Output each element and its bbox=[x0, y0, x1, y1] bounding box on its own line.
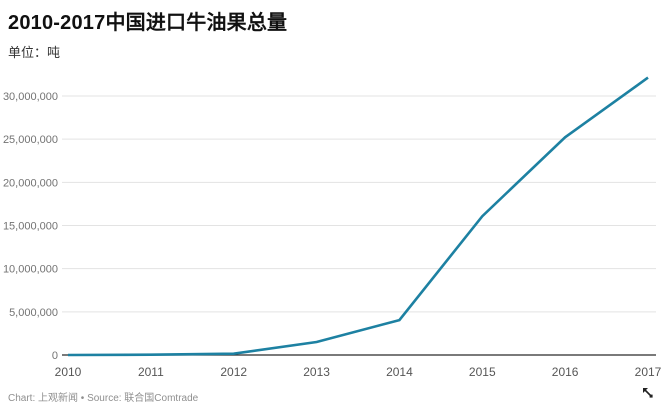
x-axis-tick-label: 2017 bbox=[635, 365, 662, 379]
chart-title: 2010-2017中国进口牛油果总量 bbox=[8, 12, 288, 34]
chart-subtitle: 单位：吨 bbox=[8, 45, 61, 60]
x-axis-tick-label: 2016 bbox=[552, 365, 579, 379]
y-axis-tick-label: 0 bbox=[52, 350, 58, 362]
y-axis-tick-label: 30,000,000 bbox=[3, 91, 58, 103]
x-axis-tick-label: 2015 bbox=[469, 365, 496, 379]
x-axis-tick-label: 2012 bbox=[220, 365, 247, 379]
resize-cursor-icon bbox=[643, 388, 653, 398]
series-line bbox=[67, 76, 649, 357]
chart-footer: Chart: 上观新闻 • Source: 联合国Comtrade bbox=[8, 393, 199, 404]
y-axis-tick-label: 25,000,000 bbox=[3, 134, 58, 146]
x-axis-tick-label: 2010 bbox=[55, 365, 82, 379]
y-axis-tick-label: 20,000,000 bbox=[3, 177, 58, 189]
line-chart: 0 5,000,000 10,000,000 15,000,000 20,000,000… bbox=[3, 76, 662, 379]
x-axis-tick-label: 2011 bbox=[138, 365, 164, 379]
x-axis-tick-label: 2014 bbox=[386, 365, 413, 379]
y-axis-tick-label: 10,000,000 bbox=[3, 264, 58, 276]
y-axis-tick-label: 5,000,000 bbox=[9, 307, 58, 319]
x-axis-tick-label: 2013 bbox=[303, 365, 330, 379]
y-axis-tick-label: 15,000,000 bbox=[3, 221, 58, 233]
